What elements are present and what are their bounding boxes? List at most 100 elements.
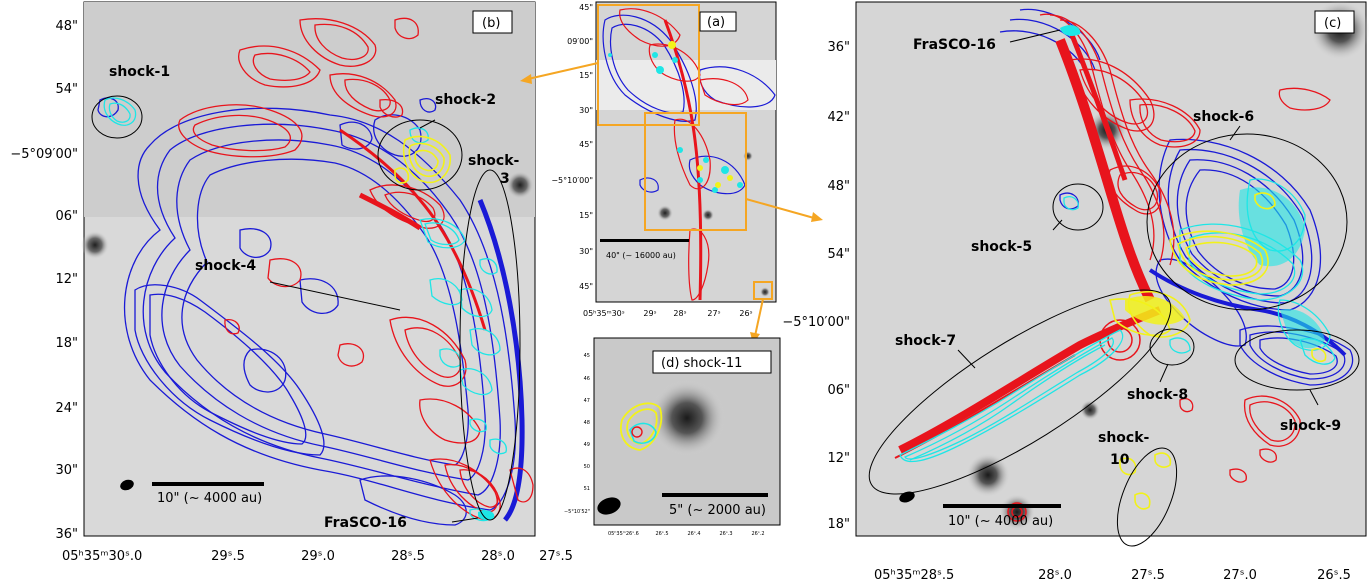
x-tick: 29ˢ.0	[301, 549, 335, 564]
panel-c-scalebar	[943, 504, 1061, 508]
panel-d-star	[649, 380, 725, 456]
shock-6-leader	[1229, 125, 1241, 141]
y-tick: 18"	[827, 517, 850, 532]
y-tick: 36"	[55, 527, 78, 542]
connector-a-to-c	[745, 198, 815, 219]
panel-c-star	[999, 494, 1035, 530]
x-tick: 05ʰ35ᵐ28ˢ.5	[874, 568, 954, 583]
panel-c-red-outflow	[898, 306, 1162, 454]
shock-8-leader	[1159, 363, 1169, 383]
shock-7-leader	[957, 349, 976, 369]
x-tick: 27ˢ.5	[1131, 568, 1165, 583]
panel-c-star	[966, 453, 1010, 497]
y-tick: 15"	[579, 211, 593, 220]
panel-b-cyan-contours	[103, 97, 507, 522]
panel-b-cyan-core	[478, 510, 495, 521]
frasco16-label-c: FraSCO-16	[913, 37, 996, 53]
frasco16-leader-b	[451, 517, 479, 523]
shock-6-ellipse	[1146, 133, 1348, 311]
x-tick: 28ˢ.0	[1038, 568, 1072, 583]
panel-c-frame	[855, 1, 1367, 537]
shock-10-ellipse	[1116, 447, 1178, 547]
panel-c-beam	[899, 491, 915, 503]
panel-a-y-axis: 45" 09′00" 15" 30" 45" −5°10′00" 15" 30"…	[551, 3, 593, 291]
panel-a-scalebar	[600, 239, 689, 242]
x-tick: 05ʰ35ᵐ30ˢ.0	[62, 549, 142, 564]
panel-b-shock-ellipses	[91, 95, 521, 521]
x-tick: 26ˢ.2	[752, 531, 765, 537]
y-tick: 54"	[55, 82, 78, 97]
panel-a-box-b	[597, 4, 700, 126]
y-tick: 45"	[579, 3, 593, 12]
y-tick: 45"	[579, 282, 593, 291]
panel-d-red-contour	[631, 426, 643, 438]
y-tick: 06"	[55, 209, 78, 224]
shock-10-label-b: 10	[1110, 452, 1130, 468]
frasco16-label-b: FraSCO-16	[324, 515, 407, 531]
panel-a-star	[743, 151, 753, 161]
y-tick: −5°10′52"	[564, 509, 590, 515]
panel-b: 10" (~ 4000 au) (b) shock-1 shock-2 shoc…	[10, 1, 573, 564]
panel-a-scalebar-label: 40" (~ 16000 au)	[606, 251, 676, 260]
y-tick: 12"	[55, 272, 78, 287]
x-tick: 26ˢ	[739, 309, 752, 318]
x-tick: 26ˢ.4	[688, 531, 701, 537]
panel-c-cyan-contours	[899, 178, 1336, 463]
x-tick: 29ˢ	[643, 309, 656, 318]
shock-9-label: shock-9	[1280, 418, 1341, 434]
panel-a: 40" (~ 16000 au) (a) 45" 09′00" 15" 30" …	[551, 1, 777, 318]
panel-b-y-axis: 48" 54" −5°09′00" 06" 12" 18" 24" 30" 36…	[10, 19, 78, 542]
panel-d-scalebar	[662, 493, 768, 497]
panel-c-y-axis: 36" 42" 48" 54" −5°10′00" 06" 12" 18"	[782, 40, 850, 532]
y-tick: 15"	[579, 71, 593, 80]
x-tick: 27ˢ.5	[539, 549, 573, 564]
panel-c-shock-ellipses	[868, 133, 1360, 547]
panel-d-cyan-contours	[629, 422, 657, 444]
panel-d-beam	[597, 497, 621, 515]
shock-7-label: shock-7	[895, 333, 956, 349]
y-tick: 12"	[827, 451, 850, 466]
panel-a-star	[760, 287, 770, 297]
shock-2-leader	[419, 119, 436, 129]
shock-5-ellipse	[1052, 183, 1104, 231]
y-tick: 48"	[827, 179, 850, 194]
panel-a-x-axis: 05ʰ35ᵐ30ˢ 29ˢ 28ˢ 27ˢ 26ˢ	[583, 309, 753, 318]
panel-b-beam	[120, 479, 134, 491]
x-tick: 27ˢ	[707, 309, 720, 318]
panel-c-scalebar-label: 10" (~ 4000 au)	[948, 514, 1053, 529]
connector-a-to-c-arrowhead	[811, 212, 823, 222]
panel-a-star	[702, 209, 714, 221]
panel-b-label: (b)	[482, 16, 500, 31]
y-tick: −5°09′00"	[10, 147, 78, 162]
y-tick: −5°10′00"	[551, 176, 593, 185]
panel-c: 10" (~ 4000 au) (c) FraSCO-16 shock-5 sh…	[782, 0, 1369, 583]
panel-b-star	[81, 231, 109, 259]
panel-c-x-axis: 05ʰ35ᵐ28ˢ.5 28ˢ.0 27ˢ.5 27ˢ.0 26ˢ.5	[874, 568, 1351, 583]
y-tick: 06"	[827, 383, 850, 398]
panel-c-label: (c)	[1324, 16, 1341, 31]
panel-b-bg-top	[84, 2, 535, 217]
y-tick: 54"	[827, 247, 850, 262]
panel-c-red-jet	[1055, 38, 1155, 303]
shock-8-ellipse	[1149, 328, 1195, 366]
shock-9-leader	[1309, 389, 1319, 406]
panel-c-red-jet-edge	[1067, 29, 1128, 181]
shock-1-ellipse	[91, 95, 143, 139]
panel-b-scalebar	[152, 482, 264, 486]
shock-3-label-b: 3	[500, 171, 510, 187]
y-tick: −5°10′00"	[782, 315, 850, 330]
connector-a-to-d	[754, 298, 764, 337]
panel-d-label: (d) shock-11	[661, 356, 742, 371]
shock-7-ellipse	[868, 289, 1172, 495]
shock-9-ellipse	[1234, 329, 1360, 391]
y-tick: 09′00"	[567, 37, 593, 46]
shock-5-label: shock-5	[971, 239, 1032, 255]
connector-a-to-b	[527, 62, 599, 80]
x-tick: 26ˢ.5	[656, 531, 669, 537]
x-tick: 26ˢ.5	[1317, 568, 1351, 583]
panel-b-star	[506, 171, 534, 199]
x-tick: 05ʰ35ᵐ30ˢ	[583, 309, 625, 318]
panel-a-yellow	[668, 41, 733, 188]
panel-b-scalebar-label: 10" (~ 4000 au)	[157, 491, 262, 506]
